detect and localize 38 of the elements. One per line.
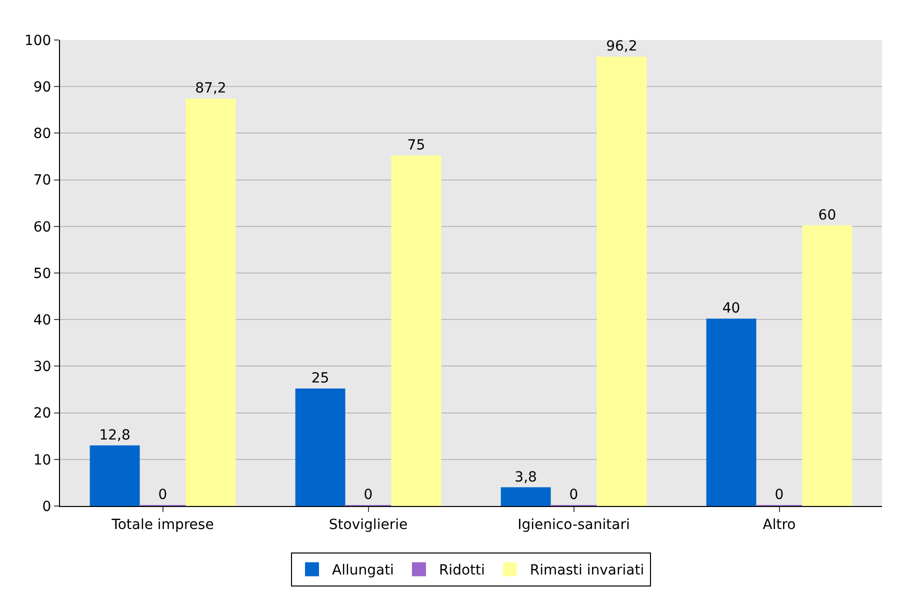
- legend-label: Ridotti: [438, 562, 485, 579]
- text: 0: [774, 487, 784, 503]
- x-tick-label: Totale imprese: [110, 516, 214, 533]
- bar: [500, 487, 551, 506]
- y-tick-label: 0: [42, 498, 52, 515]
- text: 0: [158, 487, 168, 503]
- y-tick-label: 70: [33, 172, 52, 189]
- x-tick-label: Altro: [762, 516, 796, 533]
- text: 12,8: [99, 427, 130, 444]
- x-tick-label: Igienico-sanitari: [518, 516, 630, 533]
- y-tick-label: 10: [33, 452, 52, 468]
- text: 60: [818, 207, 836, 224]
- bar: [295, 388, 346, 506]
- y-tick-label: 60: [33, 219, 52, 236]
- bar: [596, 56, 647, 506]
- y-tick-label: 80: [33, 126, 52, 142]
- text: 96,2: [606, 38, 638, 55]
- y-tick-label: 90: [33, 80, 52, 96]
- y-tick-label: 20: [33, 406, 52, 422]
- legend-label: Allungati: [332, 562, 394, 579]
- y-tick-label: 50: [33, 266, 52, 282]
- legend-label: Rimasti invariati: [530, 562, 644, 579]
- bar: [186, 98, 236, 506]
- bar: [90, 445, 140, 506]
- bar: [802, 225, 852, 506]
- text: 40: [722, 300, 740, 317]
- y-tick-label: 40: [33, 312, 52, 328]
- y-tick-label: 30: [33, 359, 52, 376]
- text: 3,8: [514, 469, 537, 486]
- bar: [706, 318, 756, 506]
- bar: [391, 156, 442, 506]
- y-tick-label: 100: [24, 32, 52, 49]
- text: 75: [407, 138, 426, 154]
- x-tick-label: Stoviglierie: [328, 516, 408, 533]
- text: 25: [311, 370, 330, 386]
- text: 87,2: [195, 80, 226, 97]
- text: 0: [364, 487, 373, 503]
- text: 0: [569, 487, 578, 503]
